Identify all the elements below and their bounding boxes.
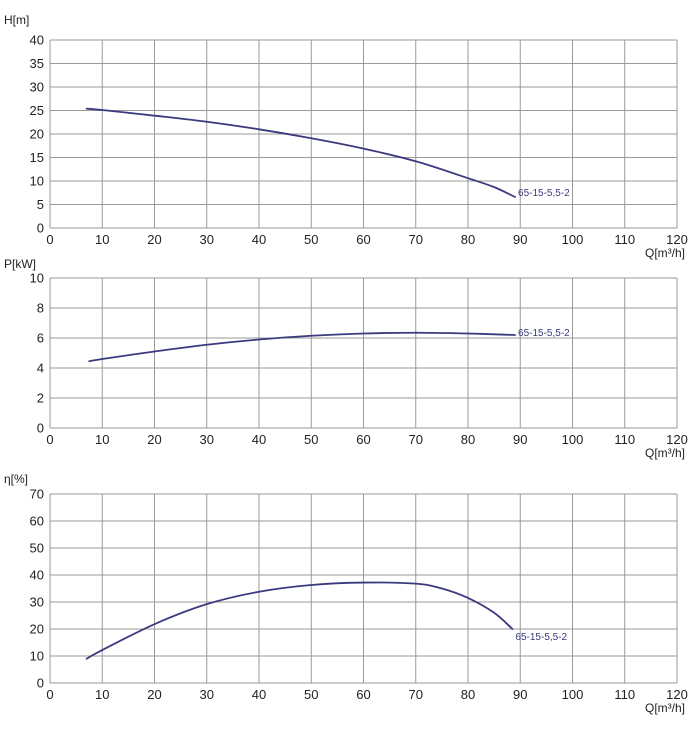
x-tick-label: 50 xyxy=(304,232,318,247)
x-tick-label: 70 xyxy=(409,687,423,702)
x-tick-label: 10 xyxy=(95,232,109,247)
x-tick-label: 90 xyxy=(513,232,527,247)
y-tick-label: 4 xyxy=(37,361,44,376)
chart-panel-2: 0 10 20 30 40 50 60 70 80 90 100 110 1200246810P[kW]… xyxy=(4,257,688,460)
y-tick-label: 6 xyxy=(37,331,44,346)
x-tick-label: 60 xyxy=(356,432,370,447)
y-tick-label: 5 xyxy=(37,197,44,212)
series-label: 65-15-5,5-2 xyxy=(518,188,570,199)
y-tick-label: 50 xyxy=(30,541,44,556)
y-tick-label: 10 xyxy=(30,271,44,286)
x-axis-label: Q[m³/h] xyxy=(645,701,685,715)
y-axis-label: H[m] xyxy=(4,13,29,27)
x-tick-label: 30 xyxy=(200,432,214,447)
y-tick-label: 2 xyxy=(37,391,44,406)
x-tick-label: 80 xyxy=(461,687,475,702)
x-tick-label: 90 xyxy=(513,432,527,447)
x-tick-label: 0 xyxy=(46,432,53,447)
x-tick-label: 80 xyxy=(461,432,475,447)
y-tick-label: 40 xyxy=(30,568,44,583)
x-tick-label: 120 xyxy=(666,232,688,247)
x-tick-label: 20 xyxy=(147,432,161,447)
series-label: 65-15-5,5-2 xyxy=(518,328,570,339)
x-tick-label: 0 xyxy=(46,687,53,702)
x-tick-label: 40 xyxy=(252,232,266,247)
y-tick-label: 70 xyxy=(30,487,44,502)
x-tick-label: 50 xyxy=(304,687,318,702)
y-tick-label: 40 xyxy=(30,33,44,48)
chart-panel-1: 0 10 20 30 40 50 60 70 80 90 100 110 120 0 5 10 15 20 25 30… xyxy=(4,13,688,260)
y-tick-label: 30 xyxy=(30,595,44,610)
y-tick-label: 10 xyxy=(30,649,44,664)
y-tick-label: 20 xyxy=(30,622,44,637)
series-label: 65-15-5,5-2 xyxy=(515,632,567,643)
x-tick-label: 50 xyxy=(304,432,318,447)
series-line xyxy=(85,107,516,198)
x-tick-label: 60 xyxy=(356,232,370,247)
x-tick-label: 80 xyxy=(461,232,475,247)
x-tick-label: 70 xyxy=(409,232,423,247)
x-tick-label: 0 xyxy=(46,232,53,247)
series-line xyxy=(88,331,516,363)
y-tick-label: 8 xyxy=(37,301,44,316)
x-tick-label: 90 xyxy=(513,687,527,702)
x-tick-label: 30 xyxy=(200,687,214,702)
x-axis-label: Q[m³/h] xyxy=(645,446,685,460)
chart-panel-3: 0 10 20 30 40 50 60 70 80 90 100 110 120 0 10 20 30 40 50 6… xyxy=(4,472,688,715)
y-tick-label: 35 xyxy=(30,56,44,71)
series-line xyxy=(85,581,514,660)
x-tick-label: 70 xyxy=(409,432,423,447)
x-tick-label: 110 xyxy=(614,232,635,247)
x-tick-label: 20 xyxy=(147,687,161,702)
y-tick-label: 25 xyxy=(30,103,44,118)
x-tick-label: 120 xyxy=(666,432,688,447)
x-tick-label: 100 xyxy=(562,687,584,702)
x-tick-label: 40 xyxy=(252,687,266,702)
y-tick-label: 10 xyxy=(30,174,44,189)
x-tick-label: 120 xyxy=(666,687,688,702)
y-tick-label: 0 xyxy=(37,676,44,691)
x-tick-label: 100 xyxy=(562,232,584,247)
x-tick-label: 110 xyxy=(614,432,635,447)
y-tick-label: 0 xyxy=(37,221,44,236)
x-tick-label: 10 xyxy=(95,432,109,447)
y-tick-label: 60 xyxy=(30,514,44,529)
x-tick-label: 110 xyxy=(614,687,635,702)
x-tick-label: 60 xyxy=(356,687,370,702)
y-axis-label: P[kW] xyxy=(4,257,36,271)
y-tick-label: 15 xyxy=(30,150,44,165)
x-axis-label: Q[m³/h] xyxy=(645,246,685,260)
x-tick-label: 40 xyxy=(252,432,266,447)
x-tick-label: 30 xyxy=(200,232,214,247)
y-tick-label: 20 xyxy=(30,127,44,142)
y-tick-label: 30 xyxy=(30,80,44,95)
x-tick-label: 100 xyxy=(562,432,584,447)
x-tick-label: 10 xyxy=(95,687,109,702)
y-axis-label: η[%] xyxy=(4,472,28,486)
y-tick-label: 0 xyxy=(37,421,44,436)
x-tick-label: 20 xyxy=(147,232,161,247)
